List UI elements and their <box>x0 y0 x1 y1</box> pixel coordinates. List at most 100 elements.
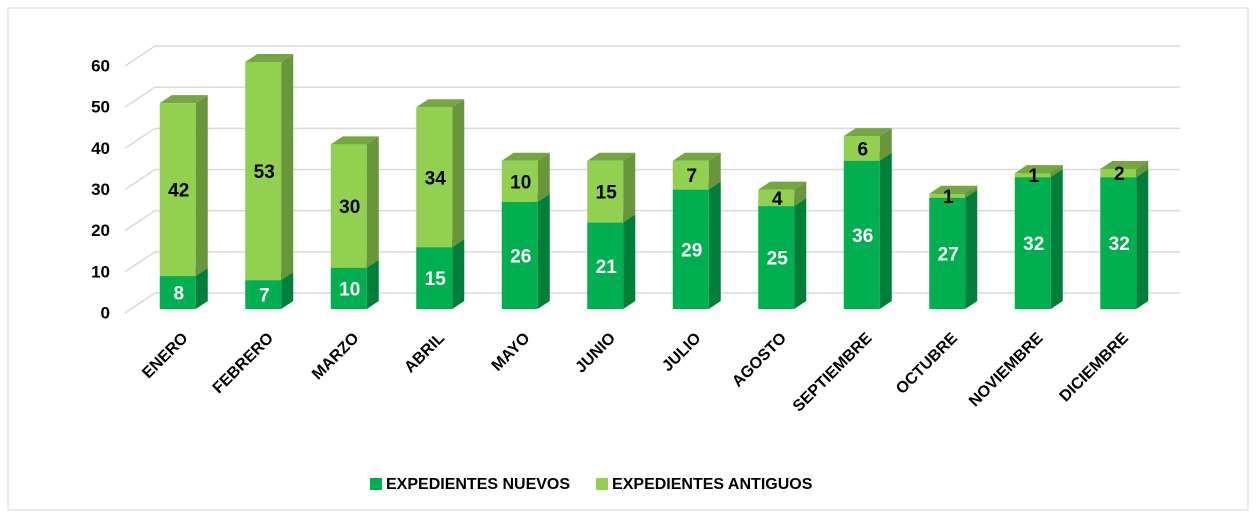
data-label: 10 <box>339 279 360 300</box>
y-tick-label: 0 <box>101 303 110 322</box>
grid-line <box>124 209 1180 232</box>
bar-front <box>1100 177 1137 309</box>
data-label: 36 <box>852 226 873 247</box>
data-label: 2 <box>1114 164 1125 185</box>
legend-swatch <box>370 478 382 490</box>
bar-front <box>159 103 196 277</box>
bar-top <box>416 99 465 108</box>
bar-top <box>929 185 978 194</box>
bar-side <box>965 189 978 309</box>
bar-side <box>794 198 807 309</box>
bar-side <box>366 259 379 309</box>
bar-front <box>672 189 709 309</box>
bar-side <box>195 268 208 309</box>
bar-side <box>1136 169 1149 309</box>
bar-side <box>1050 165 1063 178</box>
y-tick-label: 20 <box>91 221 110 240</box>
bar-front <box>929 193 966 198</box>
bar-segment <box>1100 169 1149 309</box>
data-label: 1 <box>1028 166 1039 187</box>
bar-segment <box>672 152 721 190</box>
bar-segment <box>245 54 294 281</box>
grid-line <box>124 86 1180 108</box>
bar-side <box>879 152 892 309</box>
bar-segment <box>159 95 208 277</box>
bar-side <box>452 99 465 248</box>
data-label: 21 <box>596 257 618 278</box>
bar-side <box>1050 169 1063 309</box>
bar-front <box>929 197 966 309</box>
data-label: 42 <box>168 181 189 202</box>
legend-label: EXPEDIENTES NUEVOS <box>386 476 570 493</box>
grid-line <box>124 292 1180 314</box>
bar-front <box>416 107 453 248</box>
data-label: 15 <box>425 269 447 290</box>
bar-top <box>330 136 379 145</box>
bar-front <box>843 136 880 161</box>
bar-front <box>587 160 624 223</box>
bar-front <box>245 62 282 281</box>
bar-front <box>330 267 367 309</box>
data-label: 4 <box>772 189 783 210</box>
grid-line <box>124 168 1180 191</box>
bar-front <box>245 280 282 309</box>
bar-front <box>416 247 453 309</box>
bar-segment <box>501 193 550 309</box>
grid-line <box>124 251 1180 273</box>
data-label: 29 <box>681 240 702 261</box>
bar-front <box>330 144 367 268</box>
data-label: 7 <box>686 166 697 187</box>
data-label: 30 <box>339 197 360 218</box>
y-tick-label: 50 <box>91 98 110 117</box>
bar-front <box>159 276 196 309</box>
bar-top <box>587 152 636 161</box>
bar-top <box>843 128 892 137</box>
legend-label: EXPEDIENTES ANTIGUOS <box>612 476 813 493</box>
bar-top <box>245 54 294 62</box>
bar-segment <box>672 181 721 309</box>
bar-segment <box>416 99 465 248</box>
legend-swatch <box>596 478 609 490</box>
bar-segment <box>501 152 550 202</box>
bar-side <box>281 54 294 281</box>
bar-segment <box>758 181 807 207</box>
data-label: 25 <box>767 249 789 270</box>
data-label: 8 <box>173 284 184 305</box>
bar-side <box>708 152 721 190</box>
bar-top <box>501 152 550 161</box>
y-tick-label: 60 <box>91 56 110 75</box>
data-label: 1 <box>943 187 954 208</box>
data-label: 34 <box>425 168 447 189</box>
bar-top <box>159 95 208 104</box>
bar-side <box>879 128 892 161</box>
bar-side <box>623 152 636 223</box>
bar-side <box>794 181 807 207</box>
y-tick-label: 30 <box>91 180 110 199</box>
bar-side <box>537 193 550 309</box>
bar-front <box>501 160 538 202</box>
data-label: 15 <box>596 183 618 204</box>
bar-front <box>843 160 880 309</box>
bar-top <box>758 181 807 190</box>
bar-segment <box>843 128 892 161</box>
bar-side <box>537 152 550 202</box>
bar-front <box>1014 177 1051 309</box>
bar-top <box>1100 161 1149 170</box>
bar-segment <box>929 185 978 198</box>
data-label: 53 <box>254 162 275 183</box>
bar-side <box>452 239 465 309</box>
bar-segment <box>1100 161 1149 178</box>
bar-side <box>623 214 636 309</box>
bar-front <box>758 189 795 207</box>
data-label: 32 <box>1023 234 1044 255</box>
bar-front <box>501 201 538 309</box>
bar-segment <box>1014 165 1063 178</box>
data-label: 26 <box>510 246 531 267</box>
bar-segment <box>929 189 978 309</box>
y-tick-label: 10 <box>91 262 110 281</box>
bar-top <box>672 152 721 161</box>
bar-side <box>1136 161 1149 178</box>
data-label: 6 <box>857 139 868 160</box>
grid-line <box>124 45 1180 67</box>
